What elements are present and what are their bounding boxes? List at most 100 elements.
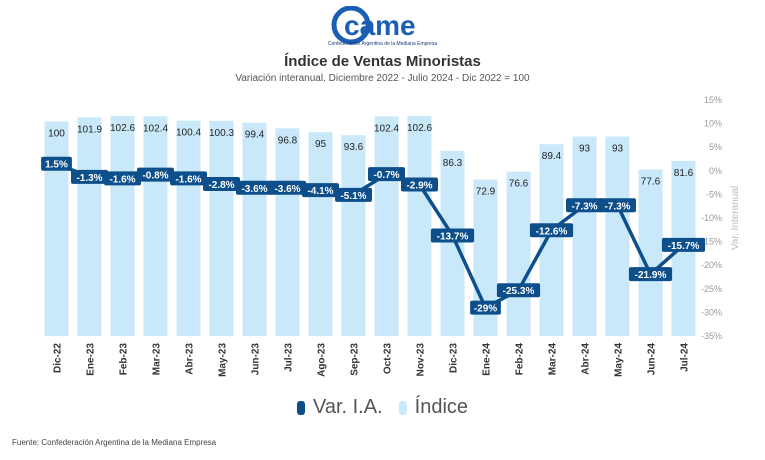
line-label-bg [430,228,475,243]
x-tick-label: Jul-24 [680,343,691,372]
line-value-label: -2.8% [208,180,234,191]
legend-item-bar[interactable]: Índice [398,396,469,419]
bar [407,115,432,336]
line-label-bg [401,177,438,192]
line-label-bg [203,177,240,192]
line-value-label: -1.6% [109,174,135,185]
bar [638,169,663,336]
line-value-label: -29% [474,304,497,315]
bar [242,122,267,336]
bar [275,128,300,336]
bar [176,120,201,336]
line-value-label: -3.6% [274,184,300,195]
line-label-bg [137,167,174,182]
line-label-bg [41,156,72,171]
bar-value-label: 102.6 [407,123,432,134]
bar [110,115,135,336]
line-value-label: -7.3% [571,201,597,212]
x-tick-label: Jun-24 [647,343,658,376]
bar [44,121,69,336]
y2-tick-label: 5% [709,142,722,152]
legend-bar-label: Índice [414,396,469,418]
line-value-label: -0.8% [142,171,168,182]
x-tick-label: Jun-23 [251,343,262,376]
bar-value-label: 93 [612,143,624,154]
bar-value-label: 95 [315,139,327,150]
line-value-label: -1.6% [175,174,201,185]
logo-text: came [344,10,416,41]
bar [572,136,597,336]
bar [374,116,399,337]
x-tick-label: Dic-23 [449,343,460,373]
line-value-label: -2.9% [406,180,432,191]
line-label-bg [368,167,405,182]
line-value-label: -12.6% [536,226,568,237]
x-tick-label: Jul-23 [284,343,295,372]
line-label-bg [269,180,306,195]
line-value-label: -7.3% [604,201,630,212]
y2-tick-label: 15% [704,95,722,105]
bar-value-label: 99.4 [245,130,265,141]
y2-tick-label: -35% [701,331,722,341]
bar-value-label: 93.6 [344,142,364,153]
chart-subtitle: Variación interanual. Diciembre 2022 - J… [235,73,530,84]
bar-value-label: 101.9 [77,124,102,135]
came-logo: came [331,6,416,45]
x-tick-label: Oct-23 [383,343,394,375]
x-tick-label: Feb-24 [515,343,526,376]
line-value-label: -21.9% [635,270,667,281]
line-label-bg [104,171,141,186]
bar-value-label: 81.6 [674,168,694,179]
x-tick-label: May-23 [218,343,229,377]
x-tick-label: May-24 [614,343,625,377]
line-value-label: -15.7% [668,241,700,252]
x-tick-label: Dic-22 [53,343,64,373]
bar-value-label: 100.3 [209,128,234,139]
bar [143,116,168,337]
bar-value-label: 102.4 [143,123,168,134]
bar-value-label: 100 [48,128,65,139]
line-label-bg [566,198,603,213]
line-label-bg [335,187,372,202]
line-label-bg [170,171,207,186]
line-value-label: -13.7% [437,231,469,242]
x-tick-label: Ago-23 [317,343,328,377]
x-tick-label: Nov-23 [416,343,427,377]
legend-line-label: Var. I.A. [312,396,383,418]
y2-axis-label: Var. Interanual [730,186,741,250]
bar-value-label: 86.3 [443,158,463,169]
bar-value-label: 100.4 [176,128,201,139]
x-tick-label: Abr-24 [581,343,592,375]
x-tick-label: Sep-23 [350,343,361,376]
line-value-label: -3.6% [241,184,267,195]
x-tick-label: Ene-24 [482,343,493,376]
line-label-bg [599,198,636,213]
line-label-bg [496,283,541,298]
bar-value-label: 96.8 [278,135,298,146]
bar-value-label: 76.6 [509,179,529,190]
source-note: Fuente: Confederación Argentina de la Me… [12,438,217,447]
bar [209,120,234,336]
legend-bar-swatch [398,400,407,415]
y2-tick-label: 10% [704,119,722,129]
line-label-bg [470,300,501,315]
line-label-bg [628,267,673,282]
bar [539,144,564,336]
bar [440,150,465,336]
x-tick-label: Feb-23 [119,343,130,376]
legend-item-line[interactable]: Var. I.A. [296,396,383,419]
y2-tick-label: -25% [701,284,722,294]
line-value-label: -4.1% [307,186,333,197]
bar-value-label: 102.6 [110,123,135,134]
x-tick-label: Mar-24 [548,343,559,376]
bar [506,171,531,336]
y2-tick-label: 0% [709,166,722,176]
bar [605,136,630,336]
bar-value-label: 102.4 [374,123,399,134]
bar-value-label: 77.6 [641,177,661,188]
line-label-bg [529,223,574,238]
bar-value-label: 89.4 [542,151,562,162]
bar [77,117,102,337]
logo-subtitle: Confederación Argentina de la Mediana Em… [327,41,438,47]
